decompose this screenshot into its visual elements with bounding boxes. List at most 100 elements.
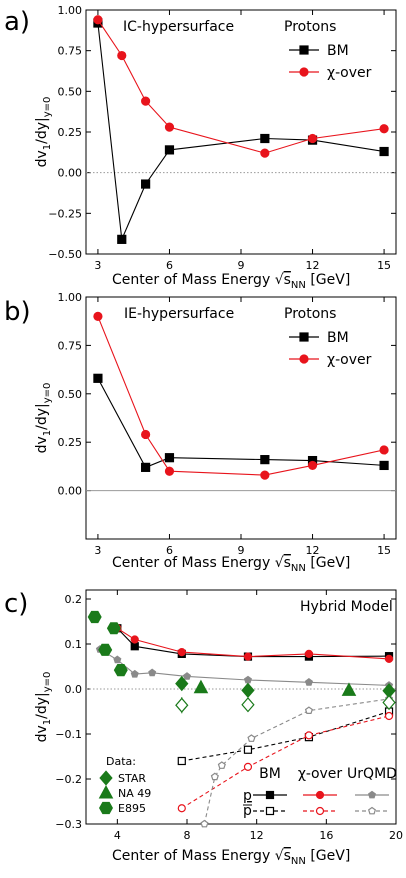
c-data-legend-marker [99, 801, 113, 815]
panel-c-frame [85, 589, 397, 825]
panel-c-measurements [87, 610, 396, 714]
c-point [130, 669, 139, 678]
c-model-legend-row-p: p [243, 788, 252, 804]
panel-c-legend: Data: STAR NA 49 E895 BM χ-over UrQMD pp [98, 755, 397, 819]
a-ytick-label: −0.25 [48, 207, 82, 220]
a-xtick-label: 3 [94, 259, 101, 272]
b-legend-marker [299, 332, 309, 342]
a-xtick-label: 9 [238, 259, 245, 272]
c-point [247, 734, 256, 742]
a-point [117, 50, 127, 61]
c-series-line-3 [181, 710, 390, 762]
c-point [384, 711, 394, 721]
c-xtick-label: 16 [319, 829, 333, 842]
panel-b: b) IE-hypersurface Protons BM χ-over 0.00… [4, 291, 397, 574]
panel-b-legend: BM χ-over [289, 330, 372, 368]
c-measurement [106, 622, 121, 635]
a-legend-label: BM [327, 43, 349, 59]
c-measurement [382, 694, 396, 711]
b-ylabel-text: dv1/dy|y=0 [34, 383, 53, 454]
a-point [379, 124, 389, 134]
panel-c-series [95, 624, 394, 828]
c-ytick-label: −0.2 [55, 773, 82, 786]
c-xtick-label: 4 [114, 829, 121, 842]
panel-c-label: c) [4, 589, 28, 619]
panel-c-axes: −0.3 −0.2 −0.1 0.0 0.1 0.2 4 8 12 16 20 [55, 590, 403, 842]
c-point [243, 745, 253, 754]
c-ytick-label: −0.3 [55, 818, 82, 831]
b-xtick-label: 9 [238, 544, 245, 557]
a-series-line-1 [97, 19, 385, 154]
c-series-line-4 [181, 715, 390, 809]
b-legend-marker [299, 354, 309, 364]
a-xtick-label: 15 [377, 259, 391, 272]
b-point [164, 453, 175, 463]
c-measurement [341, 682, 357, 696]
b-legend-label: BM [327, 330, 349, 346]
panel-b-legend-title: Protons [284, 306, 336, 322]
b-point [141, 429, 151, 440]
panel-c-annotation: Hybrid Model [300, 599, 393, 615]
a-point [260, 148, 270, 158]
panel-c-xlabel: Center of Mass Energy √sNN [GeV] [112, 848, 350, 867]
a-ytick-label: 0.25 [58, 126, 83, 139]
c-point [182, 672, 191, 680]
b-xlabel-text: Center of Mass Energy √sNN [GeV] [112, 555, 350, 574]
c-model-legend-marker-open [368, 806, 376, 815]
c-point [304, 731, 314, 740]
c-ytick-label: 0.1 [65, 638, 83, 651]
c-data-legend-label: E895 [118, 802, 146, 815]
c-point [217, 761, 226, 769]
b-xtick-label: 15 [377, 544, 391, 557]
c-measurement [98, 643, 113, 656]
c-point [384, 654, 394, 663]
c-measurement [241, 697, 255, 713]
b-xtick-label: 3 [94, 544, 101, 557]
b-point [93, 373, 103, 383]
c-xtick-label: 12 [250, 829, 264, 842]
b-ytick-label: 0.25 [58, 436, 83, 449]
b-point [379, 460, 389, 471]
c-measurement [175, 675, 189, 692]
c-xtick-label: 8 [184, 829, 191, 842]
panel-b-xlabel: Center of Mass Energy √sNN [GeV] [112, 555, 350, 574]
c-model-legend-row-pbar: p [243, 803, 252, 819]
a-point [379, 146, 389, 157]
a-legend-marker [299, 67, 309, 77]
a-xtick-label: 6 [166, 259, 173, 272]
b-point [260, 455, 270, 465]
panel-c-ylabel: dv1/dy|y=0 [34, 672, 53, 743]
c-series-line-5 [203, 698, 390, 825]
b-ytick-label: 0.75 [58, 339, 83, 352]
c-point [200, 819, 209, 828]
b-ytick-label: 0.50 [58, 388, 83, 401]
a-ytick-label: 0.75 [58, 45, 83, 58]
b-point [260, 470, 270, 480]
c-series-line-2 [99, 648, 390, 686]
a-legend-marker [299, 45, 309, 55]
c-point [304, 649, 314, 659]
c-measurement [241, 682, 255, 699]
c-model-legend-header: UrQMD [347, 766, 397, 782]
c-data-legend-marker [98, 784, 114, 799]
c-ytick-label: 0.2 [65, 593, 83, 606]
panel-a: a) IC-hypersurface Protons BM χ-over −0.5… [4, 4, 397, 291]
c-model-legend-marker [368, 790, 376, 799]
c-data-legend-label: STAR [118, 772, 146, 785]
a-xlabel-text: Center of Mass Energy √sNN [GeV] [112, 272, 350, 291]
panel-b-frame [85, 296, 397, 540]
b-xtick-label: 12 [306, 544, 320, 557]
panel-a-legend: BM χ-over [289, 43, 372, 81]
b-ytick-label: 0.00 [58, 485, 83, 498]
c-point [210, 772, 219, 781]
b-point [141, 462, 151, 472]
c-point [243, 675, 253, 684]
a-ytick-label: 1.00 [58, 4, 83, 17]
c-point [177, 647, 186, 657]
c-model-legend-header: χ-over [298, 766, 343, 782]
c-model-legend-marker-open [265, 806, 275, 816]
c-data-legend-title: Data: [106, 755, 136, 768]
c-ylabel-text: dv1/dy|y=0 [34, 672, 53, 743]
c-point [304, 706, 314, 715]
